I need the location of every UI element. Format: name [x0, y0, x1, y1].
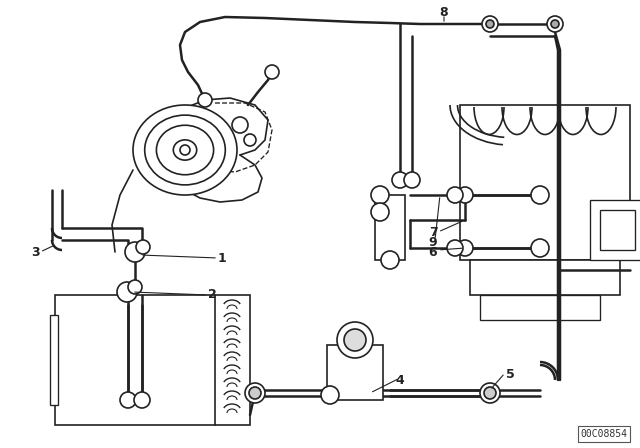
Circle shape — [321, 386, 339, 404]
Circle shape — [134, 392, 150, 408]
Ellipse shape — [133, 105, 237, 195]
Text: 00C08854: 00C08854 — [580, 429, 627, 439]
Circle shape — [249, 387, 261, 399]
Circle shape — [447, 187, 463, 203]
Bar — [375, 195, 405, 260]
Circle shape — [265, 65, 279, 79]
Circle shape — [547, 16, 563, 32]
Bar — [327, 345, 383, 400]
Circle shape — [404, 172, 420, 188]
Circle shape — [371, 186, 389, 204]
Bar — [480, 295, 600, 320]
Circle shape — [120, 392, 136, 408]
Text: 2: 2 — [207, 289, 216, 302]
Circle shape — [244, 134, 256, 146]
Bar — [600, 210, 635, 250]
Text: 1: 1 — [218, 251, 227, 264]
Circle shape — [136, 240, 150, 254]
Text: 4: 4 — [396, 374, 404, 387]
Text: 5: 5 — [506, 369, 515, 382]
Circle shape — [198, 93, 212, 107]
Circle shape — [531, 186, 549, 204]
Circle shape — [480, 383, 500, 403]
Circle shape — [128, 280, 142, 294]
Text: 8: 8 — [440, 5, 448, 18]
Bar — [470, 260, 620, 295]
Bar — [55, 295, 250, 425]
Circle shape — [371, 203, 389, 221]
Circle shape — [531, 239, 549, 257]
Bar — [50, 315, 58, 405]
Text: 9: 9 — [429, 236, 437, 249]
Circle shape — [392, 172, 408, 188]
Bar — [460, 105, 630, 260]
Ellipse shape — [156, 125, 214, 175]
Circle shape — [117, 282, 137, 302]
Text: 6: 6 — [429, 246, 437, 258]
Circle shape — [484, 387, 496, 399]
Circle shape — [482, 16, 498, 32]
Circle shape — [125, 242, 145, 262]
Circle shape — [344, 329, 366, 351]
Circle shape — [447, 240, 463, 256]
Ellipse shape — [145, 115, 225, 185]
Text: 3: 3 — [31, 246, 39, 258]
Circle shape — [457, 187, 473, 203]
Text: 7: 7 — [429, 225, 437, 238]
Circle shape — [180, 145, 190, 155]
Bar — [590, 200, 640, 260]
Circle shape — [245, 383, 265, 403]
Polygon shape — [215, 103, 272, 172]
Circle shape — [337, 322, 373, 358]
Circle shape — [486, 20, 494, 28]
Circle shape — [232, 117, 248, 133]
Circle shape — [457, 240, 473, 256]
Ellipse shape — [173, 140, 196, 160]
Circle shape — [551, 20, 559, 28]
Circle shape — [381, 251, 399, 269]
